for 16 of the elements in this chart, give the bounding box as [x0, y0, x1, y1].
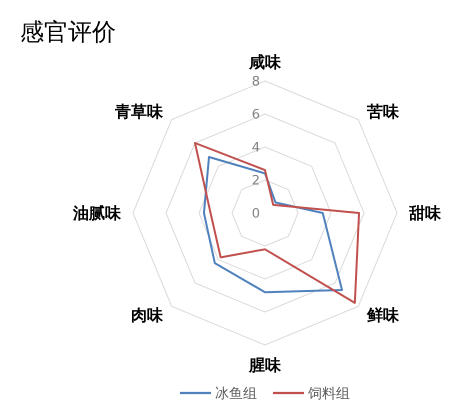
spoke-label: 苦味 — [366, 102, 400, 121]
y-tick-label: 8 — [252, 74, 260, 90]
spoke-label: 青草味 — [114, 102, 164, 121]
legend-label: 饲料组 — [307, 386, 350, 402]
y-tick-label: 0 — [252, 206, 260, 222]
y-tick-label: 6 — [252, 108, 260, 123]
y-tick-label: 2 — [252, 174, 260, 189]
spoke-label: 甜味 — [408, 204, 442, 223]
spoke-label: 腥味 — [248, 356, 282, 375]
spoke-label: 油腻味 — [72, 204, 122, 223]
y-tick-label: 4 — [252, 140, 260, 156]
spoke-label: 鲜味 — [366, 305, 400, 324]
spoke-label: 咸味 — [248, 52, 282, 72]
chart-title: 感官评价 — [20, 18, 116, 46]
spoke-label: 肉味 — [131, 305, 164, 324]
legend-label: 冰鱼组 — [215, 386, 257, 402]
